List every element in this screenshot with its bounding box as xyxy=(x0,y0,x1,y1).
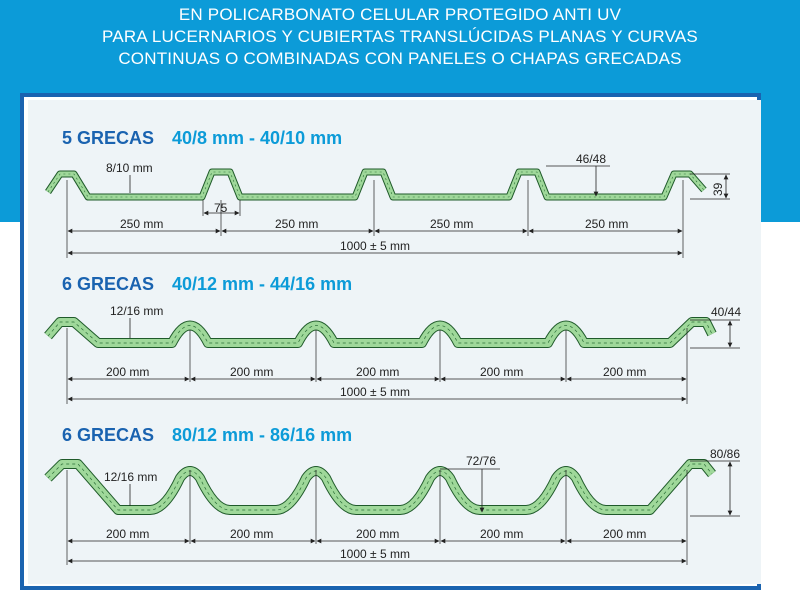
header-line-3: CONTINUAS O COMBINADAS CON PANELES O CHA… xyxy=(118,49,682,68)
section-1-thickness: 8/10 mm xyxy=(106,161,153,175)
section-5-grecas-40: 5 GRECAS 40/8 mm - 40/10 mm 8/10 mm 46/4… xyxy=(45,128,730,258)
section-1-span-3: 250 mm xyxy=(430,217,473,231)
section-3-span-2: 200 mm xyxy=(230,527,273,541)
section-3-span-4: 200 mm xyxy=(480,527,523,541)
section-3-height: 80/86 xyxy=(710,447,740,461)
section-3-thickness: 12/16 mm xyxy=(104,470,157,484)
section-2-title-b: 40/12 mm - 44/16 mm xyxy=(172,274,352,294)
section-1-height: 39 xyxy=(711,182,725,196)
section-3-total: 1000 ± 5 mm xyxy=(340,547,410,561)
section-3-title-a: 6 GRECAS xyxy=(62,425,154,445)
profile-1-sheet xyxy=(45,168,707,201)
section-1-span-2: 250 mm xyxy=(275,217,318,231)
section-3-span-3: 200 mm xyxy=(356,527,399,541)
section-1-span-1: 250 mm xyxy=(120,217,163,231)
section-3-span-5: 200 mm xyxy=(603,527,646,541)
header-line-2: PARA LUCERNARIOS Y CUBIERTAS TRANSLÚCIDA… xyxy=(102,27,698,46)
header-line-1: EN POLICARBONATO CELULAR PROTEGIDO ANTI … xyxy=(178,5,622,24)
section-3-title-b: 80/12 mm - 86/16 mm xyxy=(172,425,352,445)
section-6-grecas-40: 6 GRECAS 40/12 mm - 44/16 mm 12/16 mm 40… xyxy=(44,274,741,404)
section-1-span-4: 250 mm xyxy=(585,217,628,231)
section-1-title-a: 5 GRECAS xyxy=(62,128,154,148)
section-2-span-3: 200 mm xyxy=(356,365,399,379)
section-3-span-1: 200 mm xyxy=(106,527,149,541)
section-2-thickness: 12/16 mm xyxy=(110,304,163,318)
section-2-title-a: 6 GRECAS xyxy=(62,274,154,294)
section-2-span-4: 200 mm xyxy=(480,365,523,379)
section-2-span-2: 200 mm xyxy=(230,365,273,379)
section-6-grecas-80: 6 GRECAS 80/12 mm - 86/16 mm 12/16 mm 72… xyxy=(44,425,740,565)
section-2-height: 40/44 xyxy=(711,305,741,319)
section-1-rib-height: 46/48 xyxy=(576,152,606,166)
section-1-title-b: 40/8 mm - 40/10 mm xyxy=(172,128,342,148)
section-2-span-5: 200 mm xyxy=(603,365,646,379)
section-2-span-1: 200 mm xyxy=(106,365,149,379)
section-3-rib-height: 72/76 xyxy=(466,454,496,468)
section-2-total: 1000 ± 5 mm xyxy=(340,385,410,399)
section-1-total: 1000 ± 5 mm xyxy=(340,239,410,253)
header-text: EN POLICARBONATO CELULAR PROTEGIDO ANTI … xyxy=(0,4,800,70)
